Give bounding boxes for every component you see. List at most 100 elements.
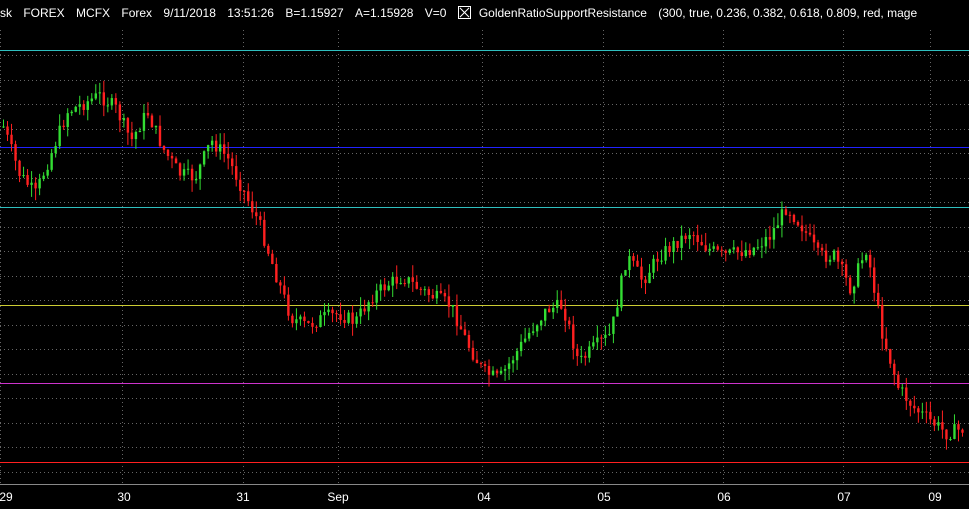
candle-58: [235, 154, 238, 187]
candle-57: [231, 152, 234, 175]
candle-60: [243, 190, 246, 204]
candle-205: [824, 243, 828, 269]
study-params: (300, true, 0.236, 0.382, 0.618, 0.809, …: [658, 6, 918, 20]
candle-177: [712, 241, 715, 252]
candle-128: [515, 347, 519, 370]
candle-118: [475, 350, 479, 364]
candle-96: [387, 280, 390, 292]
candle-235: [945, 429, 948, 450]
candle-106: [427, 286, 431, 303]
candle-7: [30, 171, 33, 197]
candle-156: [628, 249, 631, 278]
candle-30: [122, 113, 126, 128]
candle-184: [740, 240, 743, 261]
candle-169: [680, 225, 683, 261]
chart-header: sk FOREX MCFX Forex 9/11/2018 13:51:26 B…: [0, 0, 969, 26]
candle-76: [307, 320, 310, 324]
candle-230: [925, 401, 928, 424]
candle-229: [921, 402, 924, 419]
x-axis: 29 30 31 Sep 04 05 06 07 09: [0, 484, 969, 504]
x-tick-label-1: 30: [117, 490, 131, 504]
candle-68: [275, 257, 278, 283]
candle-186: [748, 243, 752, 258]
candle-126: [507, 357, 511, 380]
candle-237: [953, 414, 956, 440]
candle-153: [616, 299, 619, 317]
candle-39: [158, 115, 162, 148]
candle-21: [86, 95, 89, 121]
candle-23: [94, 84, 97, 101]
candle-127: [511, 355, 515, 373]
candle-123: [495, 368, 499, 378]
candle-150: [604, 325, 607, 346]
candle-56: [227, 141, 230, 170]
candle-210: [844, 259, 848, 286]
candle-54: [218, 133, 222, 160]
candle-238: [957, 420, 960, 442]
candle-65: [263, 211, 266, 248]
candle-187: [752, 246, 756, 257]
candle-161: [648, 264, 651, 284]
candle-91: [367, 300, 370, 321]
candle-18: [74, 105, 77, 113]
candle-26: [106, 97, 110, 113]
candle-236: [949, 436, 952, 441]
candle-183: [736, 246, 739, 260]
candle-209: [840, 258, 844, 276]
candle-224: [901, 383, 904, 396]
candle-201: [808, 223, 812, 237]
candle-204: [820, 243, 824, 256]
close-study-icon[interactable]: [457, 6, 471, 19]
candle-46: [186, 159, 190, 175]
candle-83: [335, 310, 338, 322]
candle-178: [716, 244, 719, 252]
candle-110: [443, 289, 447, 302]
candle-142: [572, 315, 575, 360]
candle-181: [728, 248, 731, 255]
candle-175: [704, 232, 707, 253]
candle-239: [961, 428, 964, 437]
x-tick-label-2: 31: [236, 490, 250, 504]
candle-78: [315, 325, 318, 333]
candle-191: [768, 225, 772, 249]
candle-8: [34, 177, 37, 201]
candle-29: [118, 101, 122, 133]
candle-137: [552, 302, 555, 320]
volume-label: V=0: [424, 6, 447, 20]
candle-202: [812, 224, 816, 251]
candle-32: [130, 121, 134, 147]
candle-151: [608, 323, 611, 336]
candle-124: [499, 366, 503, 375]
candle-79: [319, 310, 322, 328]
candle-207: [832, 249, 836, 263]
x-tick-label-5: 05: [597, 490, 611, 504]
candle-17: [70, 110, 73, 116]
bid-label: B=1.15927: [285, 6, 344, 20]
candle-171: [688, 228, 691, 250]
candle-90: [363, 299, 366, 315]
candle-138: [556, 290, 559, 314]
candle-215: [864, 252, 868, 263]
candle-41: [166, 149, 170, 161]
study-name: GoldenRatioSupportResistance: [478, 6, 647, 20]
candle-172: [692, 231, 695, 246]
candle-72: [291, 313, 294, 328]
candle-25: [102, 80, 106, 117]
candle-89: [359, 297, 362, 325]
candle-119: [479, 361, 483, 369]
candle-16: [66, 108, 69, 137]
candle-20: [82, 100, 85, 116]
candle-52: [210, 136, 214, 152]
candle-120: [483, 360, 487, 373]
candle-141: [568, 316, 571, 330]
candle-189: [760, 237, 764, 259]
candle-217: [873, 257, 876, 302]
candle-92: [371, 294, 374, 307]
candle-155: [624, 269, 627, 276]
candle-1: [6, 121, 9, 141]
candle-38: [154, 125, 158, 134]
candle-5: [22, 166, 25, 178]
candle-180: [724, 249, 727, 262]
candle-154: [620, 273, 623, 312]
